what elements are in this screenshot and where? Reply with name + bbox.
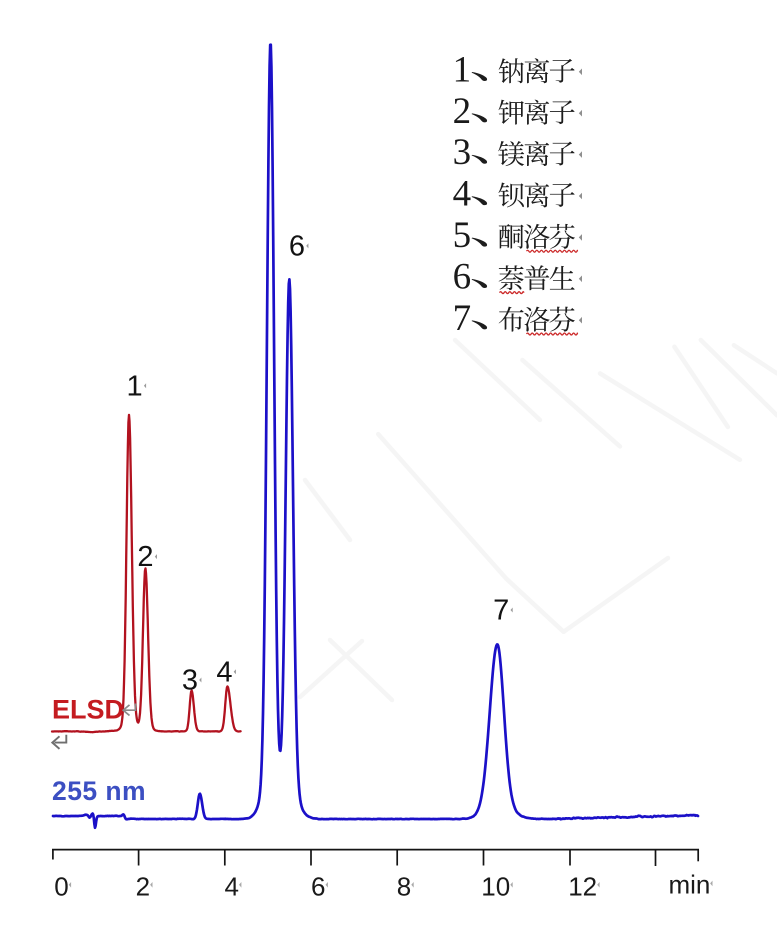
svg-text:10: 10 <box>481 872 510 902</box>
svg-text:ELSD: ELSD <box>52 695 124 725</box>
svg-text:4: 4 <box>216 656 232 688</box>
svg-text:4: 4 <box>225 872 239 902</box>
svg-text:2: 2 <box>137 541 153 573</box>
svg-text:0: 0 <box>54 872 68 902</box>
svg-text:7: 7 <box>493 595 509 627</box>
svg-text:2: 2 <box>136 872 150 902</box>
svg-text:5: 5 <box>453 215 472 256</box>
svg-text:1: 1 <box>127 370 143 402</box>
svg-text:8: 8 <box>397 872 411 902</box>
svg-text:7: 7 <box>453 298 472 339</box>
svg-text:1: 1 <box>453 49 472 90</box>
svg-text:3: 3 <box>182 665 198 697</box>
svg-text:4: 4 <box>453 174 472 215</box>
svg-text:255 nm: 255 nm <box>52 776 146 806</box>
svg-text:6: 6 <box>453 256 472 297</box>
svg-text:min: min <box>669 870 711 900</box>
svg-text:3: 3 <box>453 132 472 173</box>
svg-text:12: 12 <box>568 872 597 902</box>
svg-text:6: 6 <box>311 872 325 902</box>
svg-text:2: 2 <box>453 91 472 132</box>
svg-text:6: 6 <box>289 230 305 262</box>
